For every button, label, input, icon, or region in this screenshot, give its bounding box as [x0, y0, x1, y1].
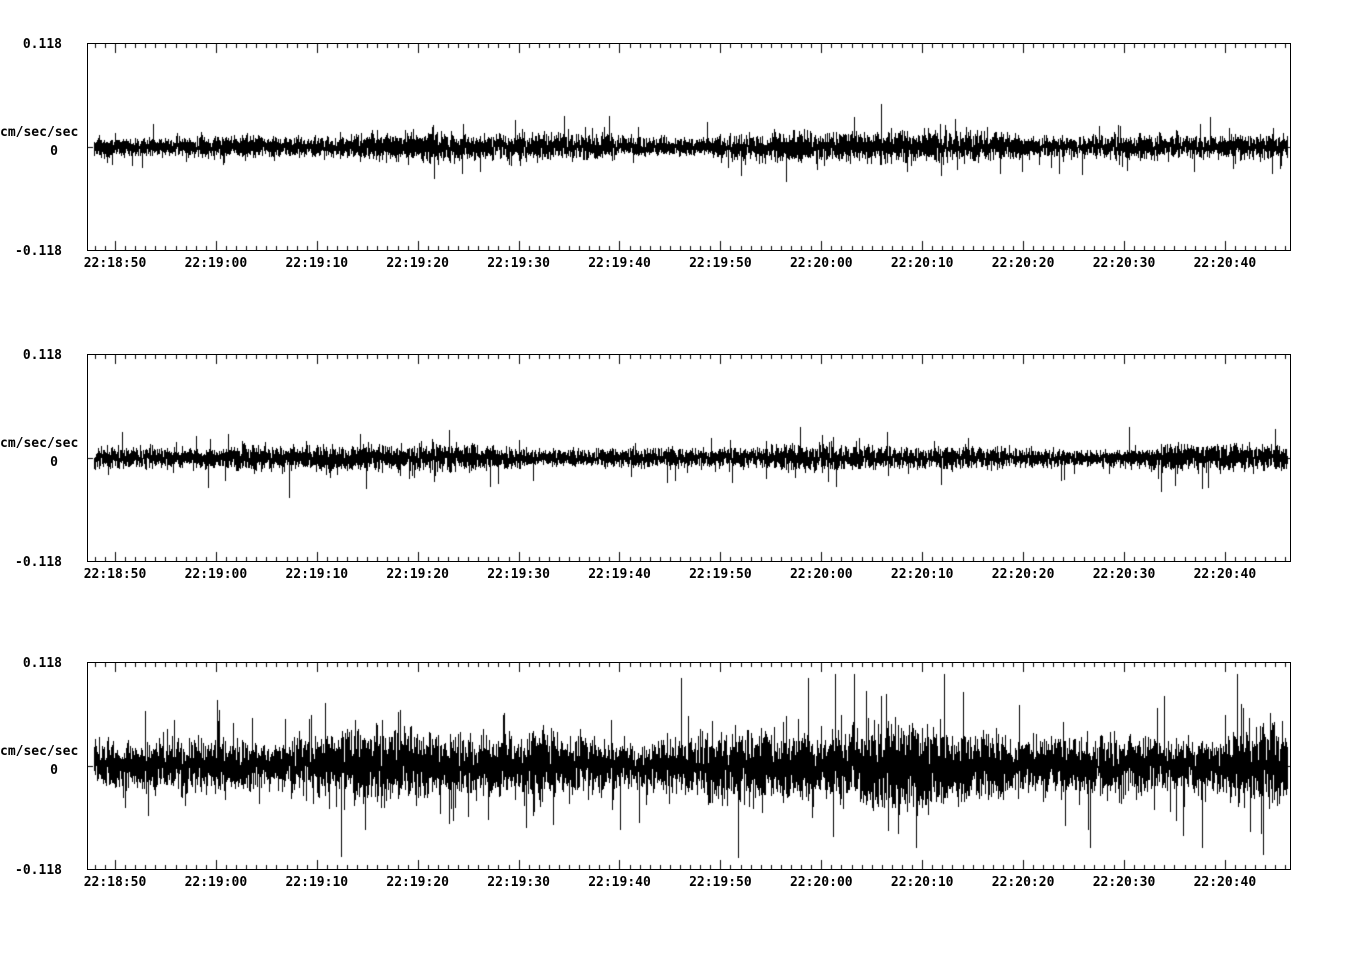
- x-tick-label: 22:20:30: [1092, 567, 1156, 582]
- y-axis-max-label: 0.118: [22, 348, 62, 363]
- y-axis-zero-label: 0: [50, 455, 58, 470]
- x-tick-label: 22:18:50: [83, 875, 147, 890]
- plot-area: [87, 43, 1291, 251]
- x-tick-label: 22:19:20: [386, 875, 449, 890]
- x-tick-label: 22:20:20: [991, 875, 1055, 890]
- y-axis-units-label: cm/sec/sec: [0, 436, 79, 451]
- x-tick-label: 22:19:30: [487, 875, 550, 890]
- x-tick-label: 22:20:10: [890, 256, 954, 271]
- x-tick-label: 22:19:40: [588, 875, 651, 890]
- x-tick-label: 22:19:10: [285, 567, 349, 582]
- y-axis-min-label: -0.118: [15, 863, 62, 878]
- plot-area: [87, 662, 1291, 870]
- y-axis-zero-label: 0: [50, 144, 58, 159]
- x-tick-label: 22:20:30: [1092, 256, 1156, 271]
- seismogram-panel-hnn: J048_NC_HNN_02Jun30,2021 0.118 cm/sec/se…: [0, 348, 1358, 655]
- x-tick-label: 22:19:20: [386, 567, 449, 582]
- x-tick-label: 22:20:40: [1193, 567, 1257, 582]
- x-tick-label: 22:19:20: [386, 256, 449, 271]
- x-tick-label: 22:19:50: [689, 567, 752, 582]
- seismogram-page: { "page": { "background": "#ffffff", "fo…: [0, 37, 1358, 890]
- x-tick-label: 22:20:00: [789, 256, 853, 271]
- x-tick-label: 22:20:20: [991, 567, 1055, 582]
- x-tick-label: 22:20:10: [890, 875, 954, 890]
- x-tick-label: 22:19:50: [689, 256, 752, 271]
- x-tick-label: 22:19:00: [184, 256, 248, 271]
- x-tick-label: 22:20:00: [789, 875, 853, 890]
- x-tick-label: 22:19:40: [588, 256, 651, 271]
- x-tick-label: 22:20:40: [1193, 875, 1257, 890]
- seismogram-trace-hne: [88, 44, 1290, 250]
- y-axis-max-label: 0.118: [22, 37, 62, 52]
- y-axis-units-label: cm/sec/sec: [0, 125, 79, 140]
- seismogram-trace-hnz: [88, 663, 1290, 869]
- y-axis-units-label: cm/sec/sec: [0, 744, 79, 759]
- x-tick-label: 22:20:30: [1092, 875, 1156, 890]
- x-axis-labels: 22:18:50 22:19:00 22:19:10 22:19:20 22:19:30…: [84, 256, 1290, 274]
- x-tick-label: 22:19:40: [588, 567, 651, 582]
- x-tick-label: 22:19:10: [285, 875, 349, 890]
- x-tick-label: 22:20:40: [1193, 256, 1257, 271]
- x-tick-label: 22:19:00: [184, 567, 248, 582]
- x-tick-label: 22:19:30: [487, 256, 550, 271]
- seismogram-panel-hnz: J048_NC_HNZ_02Jun30,2021 0.118 cm/sec/se…: [0, 656, 1358, 963]
- x-tick-label: 22:18:50: [83, 256, 147, 271]
- y-axis-max-label: 0.118: [22, 656, 62, 671]
- x-tick-label: 22:18:50: [83, 567, 147, 582]
- x-tick-label: 22:20:00: [789, 567, 853, 582]
- y-axis-zero-label: 0: [50, 763, 58, 778]
- x-tick-label: 22:19:10: [285, 256, 349, 271]
- y-axis-min-label: -0.118: [15, 244, 62, 259]
- x-tick-label: 22:20:20: [991, 256, 1055, 271]
- x-axis-labels: 22:18:50 22:19:00 22:19:10 22:19:20 22:19:30…: [84, 875, 1290, 893]
- seismogram-trace-hnn: [88, 355, 1290, 561]
- x-axis-labels: 22:18:50 22:19:00 22:19:10 22:19:20 22:19:30…: [84, 567, 1290, 585]
- x-tick-label: 22:19:00: [184, 875, 248, 890]
- x-tick-label: 22:19:50: [689, 875, 752, 890]
- y-axis-min-label: -0.118: [15, 555, 62, 570]
- x-tick-label: 22:19:30: [487, 567, 550, 582]
- x-tick-label: 22:20:10: [890, 567, 954, 582]
- seismogram-panel-hne: J048_NC_HNE_02Jun30,2021 0.118 cm/sec/se…: [0, 37, 1358, 344]
- plot-area: [87, 354, 1291, 562]
